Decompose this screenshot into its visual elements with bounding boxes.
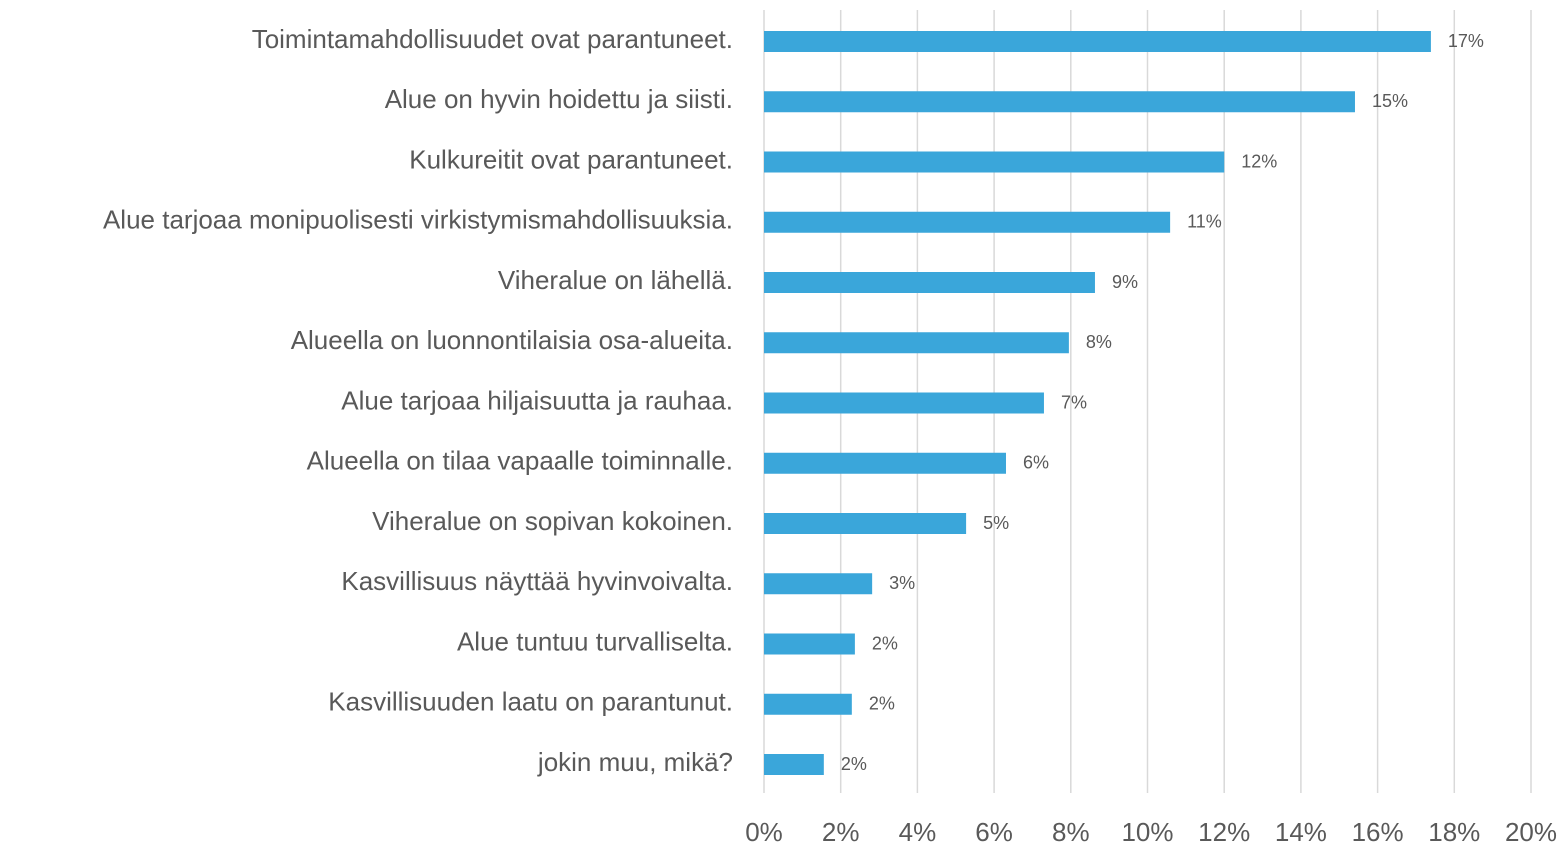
category-label: Alue tarjoaa hiljaisuutta ja rauhaa. xyxy=(341,385,733,415)
category-label: Viheralue on sopivan kokoinen. xyxy=(372,506,733,536)
value-label: 17% xyxy=(1448,31,1484,51)
category-label: Toimintamahdollisuudet ovat parantuneet. xyxy=(252,24,733,54)
x-tick-label: 6% xyxy=(975,817,1013,847)
bar xyxy=(764,31,1431,52)
x-tick-label: 4% xyxy=(899,817,937,847)
bar xyxy=(764,452,1006,474)
x-tick-label: 14% xyxy=(1275,817,1327,847)
value-label: 11% xyxy=(1187,212,1222,232)
value-label: 2% xyxy=(872,633,898,653)
value-label: 7% xyxy=(1061,392,1087,412)
x-tick-label: 16% xyxy=(1352,817,1404,847)
bar xyxy=(764,754,824,775)
bar xyxy=(764,392,1044,414)
value-label: 6% xyxy=(1023,453,1049,473)
x-tick-label: 10% xyxy=(1121,817,1173,847)
category-label: Alue on hyvin hoidettu ja siisti. xyxy=(385,84,733,114)
value-label: 5% xyxy=(983,513,1009,533)
value-label: 2% xyxy=(869,694,895,714)
x-tick-label: 2% xyxy=(822,817,860,847)
category-label: Alue tuntuu turvalliselta. xyxy=(457,626,733,656)
category-label: Alueella on tilaa vapaalle toiminnalle. xyxy=(307,446,733,476)
value-label: 9% xyxy=(1112,272,1138,292)
value-label: 2% xyxy=(841,754,867,774)
bar xyxy=(764,211,1171,233)
bar xyxy=(764,573,873,595)
category-label: Kasvillisuus näyttää hyvinvoivalta. xyxy=(341,566,733,596)
category-label: Viheralue on lähellä. xyxy=(498,265,733,295)
bar xyxy=(764,272,1095,293)
category-label: Kasvillisuuden laatu on parantunut. xyxy=(328,687,733,717)
category-label: Kulkureitit ovat parantuneet. xyxy=(409,144,733,174)
x-tick-label: 12% xyxy=(1198,817,1250,847)
value-label: 8% xyxy=(1086,332,1112,352)
bar xyxy=(764,91,1355,113)
bar xyxy=(764,693,852,715)
value-label: 12% xyxy=(1241,151,1277,171)
bar xyxy=(764,633,855,655)
x-tick-label: 20% xyxy=(1505,817,1557,847)
category-label: jokin muu, mikä? xyxy=(537,747,733,777)
bar xyxy=(764,332,1069,354)
x-tick-label: 0% xyxy=(745,817,783,847)
x-tick-label: 18% xyxy=(1428,817,1480,847)
value-label: 15% xyxy=(1372,91,1408,111)
x-tick-label: 8% xyxy=(1052,817,1090,847)
bar xyxy=(764,151,1225,173)
category-label: Alueella on luonnontilaisia osa-alueita. xyxy=(291,325,733,355)
value-label: 3% xyxy=(889,573,915,593)
category-label: Alue tarjoaa monipuolisesti virkistymism… xyxy=(103,205,733,235)
bar xyxy=(764,513,967,534)
